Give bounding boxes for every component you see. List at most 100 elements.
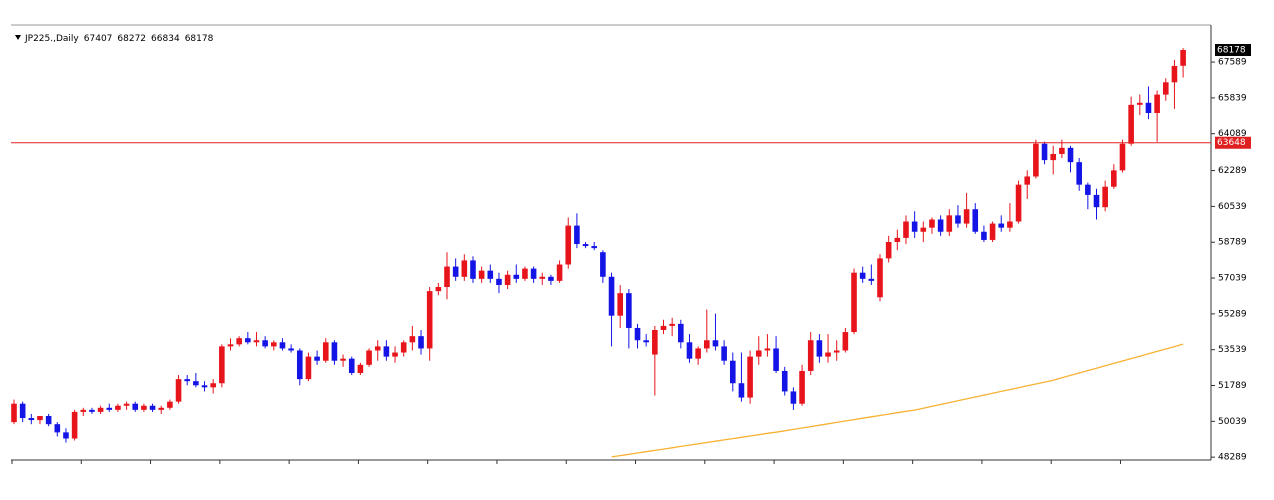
candle-body [331,342,338,361]
price-label: 68178 [1217,46,1246,56]
candle-body [807,340,814,371]
candle-body [470,260,476,279]
candle-body [721,346,727,361]
candle-body [1102,186,1108,208]
y-tick-label: 64089 [1218,129,1247,139]
candle-body [262,340,268,347]
candle-body [279,342,286,349]
candle-body [392,352,398,357]
candle-body [738,383,745,398]
candle-body [1119,143,1126,171]
candle-body [89,409,95,412]
candle-body [764,348,771,351]
candle-body [582,244,589,247]
candle-body [851,272,857,333]
candle-body [513,274,520,279]
candle-body [643,340,649,343]
candle-body [71,411,78,439]
candle-body [1145,102,1152,114]
candle-body [1162,82,1169,95]
candle-body [634,327,641,341]
candle-body [478,270,485,279]
candle-body [548,276,554,281]
candle-body [80,409,87,412]
candle-body [175,379,182,402]
candle-body [201,385,208,388]
y-tick-label: 60539 [1218,202,1247,212]
candle-body [227,344,234,347]
y-tick-label: 67589 [1218,58,1247,68]
candle-body [678,323,684,343]
y-tick-label: 53539 [1218,345,1247,355]
candle-body [626,293,632,328]
candle-body [617,293,623,316]
candle-body [781,370,788,392]
y-tick-label: 62289 [1218,166,1247,176]
candle-body [833,350,840,353]
y-tick-label: 48289 [1218,453,1247,463]
candle-body [894,237,901,242]
candle-body [1137,102,1143,105]
candle-body [591,246,598,249]
candle-body [686,342,693,359]
header-value: 66834 [151,34,180,44]
header-arrow [15,35,21,40]
candle-body [972,209,979,232]
candle-body [989,223,996,240]
candle-body [1059,147,1065,154]
candle-body [903,221,909,238]
candle-body [1076,162,1082,185]
y-tick-label: 57039 [1218,274,1247,284]
candle-body [1180,50,1186,66]
candle-body [149,405,156,410]
candle-body [1050,153,1056,161]
candle-body [253,340,260,343]
candle-body [729,360,736,384]
y-tick-label: 58789 [1218,238,1247,248]
candle-body [1171,65,1178,83]
candle-body [556,264,563,281]
candle-body [1015,184,1022,222]
candle-body [937,219,944,232]
candle-body [444,266,450,288]
candle-body [1067,147,1074,163]
candle-body [435,287,442,292]
candle-body [565,225,572,265]
candle-body [790,391,797,404]
candle-body [1093,194,1100,208]
candle-body [704,340,710,349]
candle-body [1111,170,1117,187]
candle-body [28,418,35,421]
candle-body [946,215,953,232]
candle-body [374,346,381,351]
header-value: 68178 [185,34,214,44]
candle-body [366,350,372,365]
candle-body [37,415,43,421]
candle-body [885,241,892,259]
candle-body [920,227,927,232]
candle-body [712,340,719,347]
candle-body [911,221,918,232]
candle-body [1085,184,1091,195]
candle-body [461,260,468,277]
candle-body [123,403,130,406]
symbol: JP225.,Daily [24,34,79,44]
candle-body [773,348,779,371]
candle-body [409,336,416,343]
candle-body [652,330,658,355]
candle-body [859,272,866,279]
candle-body [54,424,61,433]
level-label-box [1215,136,1251,149]
candle-body [167,401,173,408]
candle-body [271,342,277,347]
candle-body [669,323,675,326]
candle-body [963,209,970,224]
candle-body [184,379,190,382]
candle-body [45,415,52,425]
header-value: 68272 [117,34,146,44]
candle-body [340,358,346,361]
candle-body [955,215,961,224]
candle-body [1041,143,1048,161]
candle-body [1033,143,1039,177]
